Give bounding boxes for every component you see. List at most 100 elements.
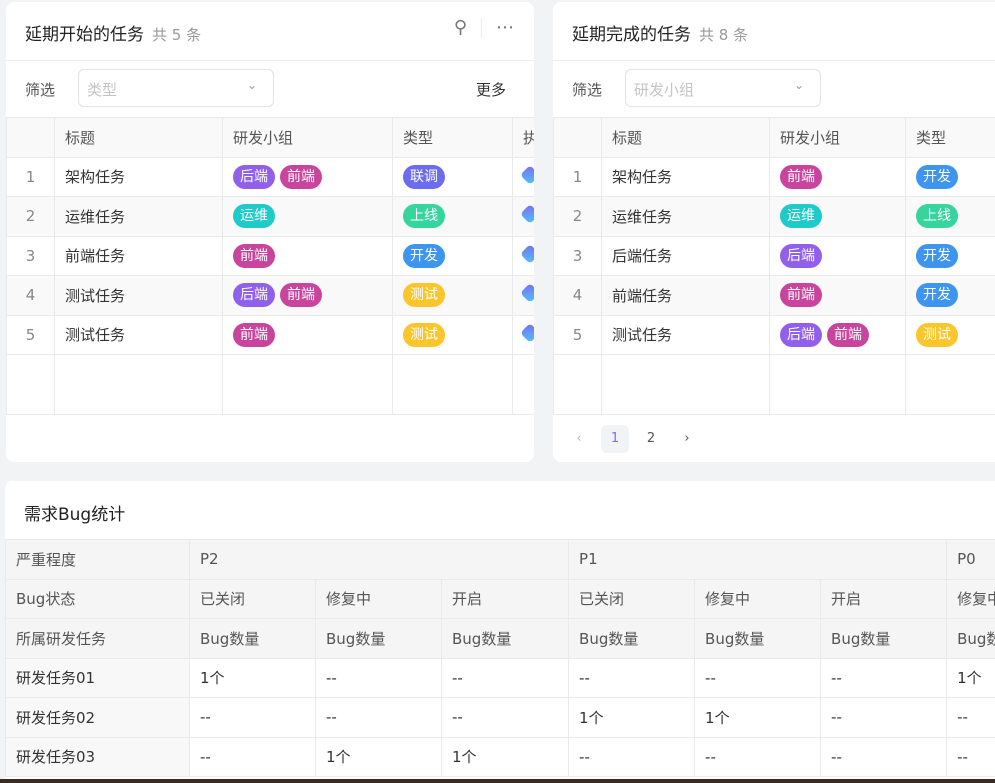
card-title: 延期开始的任务共 5 条 xyxy=(25,25,202,45)
bug-count: -- xyxy=(568,657,696,698)
row-index: 2 xyxy=(553,196,602,237)
empty-cell xyxy=(905,354,995,415)
empty-cell xyxy=(54,354,223,415)
status-row: Bug状态已关闭修复中开启已关闭修复中开启修复中 xyxy=(5,578,995,619)
bug-count: -- xyxy=(315,697,442,738)
task-table: 标题研发小组类型执行人1架构任务后端前端联调2运维任务运维上线3前端任务前端开发… xyxy=(6,117,534,415)
column-header[interactable] xyxy=(553,117,602,158)
table-row[interactable]: 2 运维任务 运维 上线 xyxy=(553,196,995,237)
table-row[interactable]: 5 测试任务 前端 测试 xyxy=(6,314,534,355)
type-cell: 开发 xyxy=(905,235,995,276)
metric-header: Bug数量 xyxy=(440,618,570,659)
status-header: 开启 xyxy=(440,578,570,619)
type-tag: 上线 xyxy=(403,204,445,229)
search-icon[interactable]: ⚲ xyxy=(453,17,467,38)
bug-count: -- xyxy=(820,736,948,777)
bug-count: -- xyxy=(820,697,948,738)
count-badge: 共 8 条 xyxy=(699,26,749,44)
metric-header: Bug数量 xyxy=(189,618,316,659)
table-row[interactable]: 4 测试任务 后端 前端 测试 xyxy=(6,275,534,316)
status-header: 开启 xyxy=(820,578,948,619)
empty-row xyxy=(553,354,995,415)
bug-count: -- xyxy=(820,657,948,698)
type-cell: 开发 xyxy=(905,156,995,197)
column-header[interactable] xyxy=(6,117,55,158)
column-header[interactable]: 研发小组 xyxy=(769,117,906,158)
bug-count: -- xyxy=(189,736,316,777)
row-index: 3 xyxy=(553,235,602,276)
more-icon[interactable]: ⋯ xyxy=(496,17,514,38)
bug-count: 1个 xyxy=(946,657,995,698)
bug-count: -- xyxy=(694,657,822,698)
table-row[interactable]: 3 前端任务 前端 开发 xyxy=(6,235,534,276)
task-title[interactable]: 后端任务 xyxy=(601,235,770,276)
type-tag: 开发 xyxy=(916,243,958,268)
table-row: 研发任务02 -- -- -- 1个 1个 -- -- xyxy=(5,697,995,738)
bug-count: -- xyxy=(946,736,995,777)
row-index: 3 xyxy=(6,235,55,276)
column-header[interactable]: 执行人 xyxy=(512,117,534,158)
table-row[interactable]: 1 架构任务 前端 开发 xyxy=(553,156,995,197)
type-cell: 上线 xyxy=(905,196,995,237)
task-title[interactable]: 前端任务 xyxy=(54,235,223,276)
page-1[interactable]: 1 xyxy=(601,425,629,453)
task-title[interactable]: 前端任务 xyxy=(601,275,770,316)
group-tag: 前端 xyxy=(280,164,322,189)
column-header[interactable]: 类型 xyxy=(392,117,513,158)
type-cell: 测试 xyxy=(905,314,995,355)
type-tag: 开发 xyxy=(916,283,958,308)
severity-header: P2 xyxy=(188,539,570,580)
table-row[interactable]: 1 架构任务 后端 前端 联调 xyxy=(6,156,534,197)
type-filter-select[interactable]: 类型 ⌄ xyxy=(78,69,274,107)
group-tag: 后端 xyxy=(780,322,822,347)
row-index: 4 xyxy=(6,275,55,316)
next-page-icon[interactable]: › xyxy=(684,431,690,446)
group-filter-select[interactable]: 研发小组 ⌄ xyxy=(625,69,821,107)
row-index: 2 xyxy=(6,196,55,237)
column-header[interactable]: 标题 xyxy=(601,117,770,158)
group-tag: 后端 xyxy=(780,243,822,268)
task-title[interactable]: 运维任务 xyxy=(54,196,223,237)
column-header[interactable]: 研发小组 xyxy=(222,117,393,158)
task-title[interactable]: 运维任务 xyxy=(601,196,770,237)
type-cell: 开发 xyxy=(392,235,513,276)
pagination: ‹ 1 2 › xyxy=(565,425,701,453)
empty-cell xyxy=(769,354,906,415)
task-title[interactable]: 架构任务 xyxy=(601,156,770,197)
column-header[interactable]: 类型 xyxy=(905,117,995,158)
type-cell: 联调 xyxy=(392,156,513,197)
avatar xyxy=(520,322,534,343)
bug-stats-table: 严重程度P2P1P0Bug状态已关闭修复中开启已关闭修复中开启修复中所属研发任务… xyxy=(5,539,995,777)
table-row[interactable]: 4 前端任务 前端 开发 xyxy=(553,275,995,316)
row-index: 4 xyxy=(553,275,602,316)
table-row[interactable]: 2 运维任务 运维 上线 xyxy=(6,196,534,237)
type-tag: 测试 xyxy=(403,283,445,308)
task-name: 研发任务02 xyxy=(5,697,190,738)
task-title[interactable]: 测试任务 xyxy=(54,314,223,355)
group-tag: 运维 xyxy=(233,204,275,229)
group-tag: 后端 xyxy=(233,164,275,189)
table-row: 研发任务03 -- 1个 1个 -- -- -- -- xyxy=(5,736,995,777)
table-row[interactable]: 3 后端任务 后端 开发 xyxy=(553,235,995,276)
bug-count: 1个 xyxy=(189,657,316,698)
assignee-cell xyxy=(512,275,534,316)
column-header[interactable]: 标题 xyxy=(54,117,223,158)
bug-count: 1个 xyxy=(568,697,696,738)
bug-count: 1个 xyxy=(440,736,570,777)
divider xyxy=(481,17,482,38)
page-2[interactable]: 2 xyxy=(646,431,656,446)
table-row[interactable]: 5 测试任务 后端 前端 测试 xyxy=(553,314,995,355)
task-title[interactable]: 测试任务 xyxy=(601,314,770,355)
type-tag: 上线 xyxy=(916,204,958,229)
task-title[interactable]: 测试任务 xyxy=(54,275,223,316)
bug-count: -- xyxy=(694,736,822,777)
type-cell: 测试 xyxy=(392,314,513,355)
assignee-cell xyxy=(512,235,534,276)
empty-cell xyxy=(553,354,602,415)
avatar xyxy=(520,204,534,225)
prev-page-icon[interactable]: ‹ xyxy=(576,431,582,446)
task-title[interactable]: 架构任务 xyxy=(54,156,223,197)
status-label: Bug状态 xyxy=(5,578,190,619)
more-button[interactable]: 更多 xyxy=(475,81,506,99)
type-tag: 联调 xyxy=(403,164,445,189)
